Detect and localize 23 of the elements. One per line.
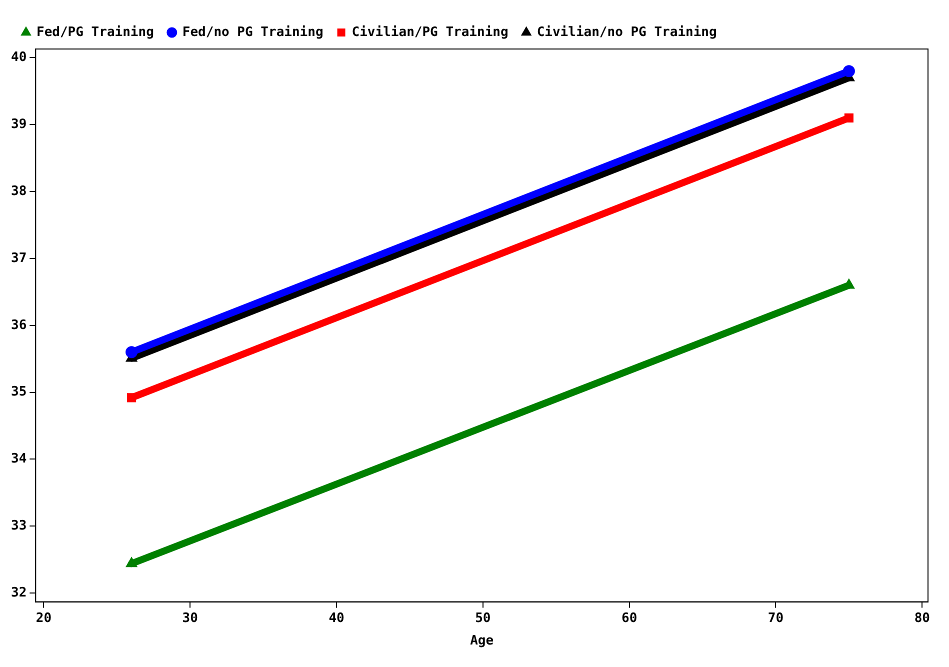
point (127, 393, 136, 402)
y-tick-label: 38 (10, 184, 27, 199)
y-tick-label: 35 (10, 384, 27, 400)
y-tick-label: 32 (10, 585, 27, 600)
y-tick-label: 37 (10, 250, 27, 266)
y-tick-label: 34 (10, 452, 27, 467)
x-axis-title: Age (470, 634, 494, 649)
y-tick-label: 36 (10, 318, 27, 333)
legend-label: Fed/no PG Training (182, 24, 324, 40)
point (844, 113, 854, 122)
y-tick-label: 39 (10, 117, 27, 132)
legend-label: Civilian/PG Training (352, 24, 508, 40)
x-tick-label: 20 (36, 610, 52, 626)
x-tick-label: 60 (622, 610, 638, 626)
x-tick-label: 40 (328, 610, 345, 626)
x-tick-label: 50 (475, 610, 491, 626)
legend-label: Fed/PG Training (36, 24, 154, 40)
y-tick-label: 40 (10, 50, 27, 66)
legend-label: Civilian/no PG Training (536, 24, 717, 40)
x-tick-label: 80 (914, 610, 930, 626)
x-tick-label: 30 (182, 610, 198, 626)
y-tick-label: 33 (10, 518, 27, 534)
x-tick-label: 70 (768, 610, 784, 626)
